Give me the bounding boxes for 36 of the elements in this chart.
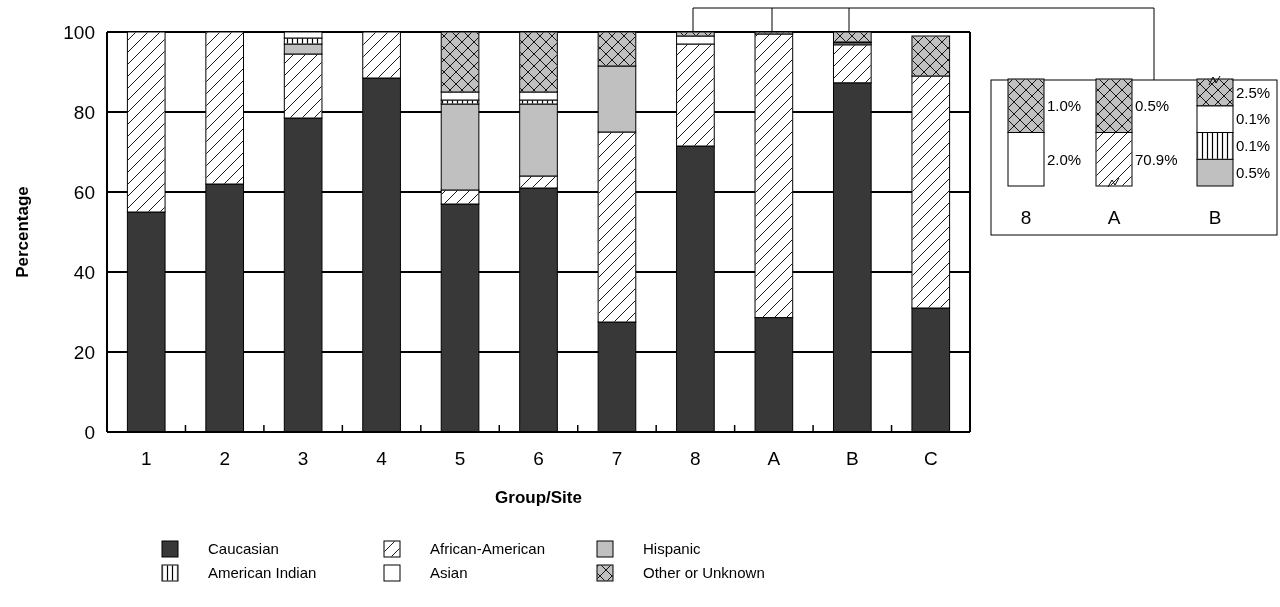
x-tick-label: 5 [454,448,466,469]
x-tick-label: 7 [611,448,623,469]
x-tick-label: 3 [297,448,309,469]
y-tick-label: 0 [84,421,95,443]
category-label: B [1208,207,1222,228]
y-tick-label: 100 [63,21,95,43]
legend-label: American Indian [208,564,317,582]
x-tick-label: B [845,448,859,469]
data-label: 0.5% [1135,97,1170,114]
data-label: 2.5% [1236,83,1271,101]
data-label: 70.9% [1135,150,1178,168]
legend-label: Other or Unknown [643,564,765,582]
legend-label: Hispanic [643,540,702,558]
y-tick-label: 20 [73,341,95,363]
legend-label: Asian [430,564,468,582]
data-label: 1.0% [1047,97,1082,114]
data-label: 2.0% [1047,150,1082,168]
legend-label: Caucasian [208,540,279,558]
category-label: A [1107,207,1121,228]
x-tick-label: 6 [533,448,544,469]
x-tick-label: 4 [376,448,388,469]
data-label: 0.5% [1236,163,1271,181]
data-label: 0.1% [1236,137,1271,155]
x-tick-label: C [923,448,938,469]
data-label: 0.1% [1236,110,1271,128]
category-label: 8 [1020,207,1032,228]
x-tick-label: 2 [219,448,230,469]
x-tick-label: A [767,448,781,469]
y-tick-label: 40 [73,261,95,283]
y-tick-label: 80 [73,101,95,123]
x-axis-title: Group/Site [495,488,582,507]
y-tick-label: 60 [73,181,95,203]
x-tick-label: 1 [140,448,152,469]
y-axis-title: Percentage [13,186,32,278]
legend-label: African-American [430,540,546,558]
x-tick-label: 8 [690,448,701,469]
